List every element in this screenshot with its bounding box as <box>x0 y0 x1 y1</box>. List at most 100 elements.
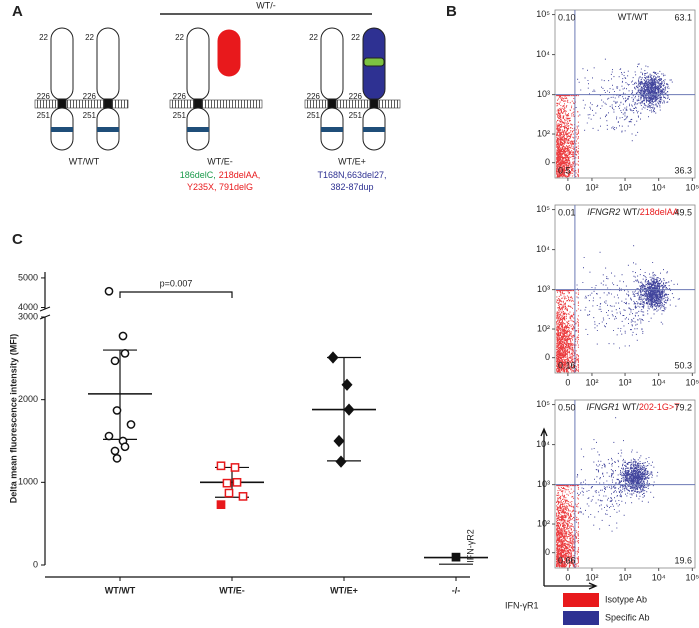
residue-label: 226 <box>37 92 51 101</box>
panel-label: C <box>12 231 23 248</box>
x-tick-label: 0 <box>565 377 570 387</box>
mutation: Y235X, 791delG <box>187 182 253 192</box>
isotype-population <box>556 485 579 568</box>
axis-arrow <box>544 582 598 590</box>
axis-arrow <box>540 427 548 586</box>
data-point <box>216 500 226 510</box>
data-point <box>120 442 130 452</box>
x-tick-label: 10² <box>585 572 598 582</box>
residue-label: 22 <box>39 33 48 42</box>
data-point <box>335 455 347 468</box>
title-part: WT/WT <box>618 12 649 22</box>
mutation-line: T168N,663del27, <box>317 170 386 180</box>
data-point <box>104 431 114 441</box>
data-point <box>216 461 226 471</box>
plot-frame <box>554 399 696 569</box>
data-point <box>343 403 355 416</box>
residue-label: 22 <box>351 33 360 42</box>
y-axis-label: Delta mean fluorescence intensity (MFI) <box>8 334 18 504</box>
panel-label: B <box>446 3 457 20</box>
specific-population <box>575 245 680 349</box>
membrane <box>304 99 401 109</box>
legend-swatch <box>563 611 599 625</box>
genotype: WT/E+ <box>338 156 366 166</box>
significance-bracket <box>119 291 233 298</box>
quadrant-percent: 36.3 <box>674 165 692 175</box>
y-tick-label: 10³ <box>537 284 550 294</box>
x-tick-label: 10⁵ <box>685 572 699 582</box>
data-point <box>118 331 128 341</box>
y-tick-label: 10⁴ <box>536 439 550 449</box>
x-tick-label: 10³ <box>619 572 632 582</box>
residue-label: 251 <box>83 111 97 120</box>
mutation: 186delC, <box>180 170 216 180</box>
x-tick-label: 10³ <box>619 377 632 387</box>
residue-label: 22 <box>175 33 184 42</box>
data-point <box>104 286 114 296</box>
mutation: 218delAA, <box>219 170 261 180</box>
diagram: WT/- 22 22 226 226 251 251 22 <box>34 0 401 192</box>
genotype: WT/WT <box>69 156 100 166</box>
x-tick-label: 0 <box>565 572 570 582</box>
mutations: 186delC, 218delAA, Y235X, 791delG T168N,663… <box>180 170 387 192</box>
residue-label: 226 <box>173 92 187 101</box>
legend-swatch <box>563 593 599 607</box>
data-point <box>341 378 353 391</box>
residue-label: 226 <box>83 92 97 101</box>
residue-label: 226 <box>307 92 321 101</box>
plot-frame <box>554 204 696 374</box>
x-tick-label: 10⁴ <box>652 182 666 192</box>
x-tick-label: 10⁴ <box>652 377 666 387</box>
data-point <box>333 434 345 448</box>
residue-label: 251 <box>37 111 51 120</box>
data-point <box>112 454 122 463</box>
data-point <box>230 463 240 472</box>
data-point <box>120 349 130 358</box>
residue-label: 251 <box>173 111 187 120</box>
receptor <box>50 27 386 151</box>
genotype: WT/E- <box>207 156 233 166</box>
quadrant-percent: 0.5 <box>558 165 571 175</box>
mutation-line: Y235X, 791delG <box>187 182 253 192</box>
quadrant-percent: 49.5 <box>674 207 692 217</box>
data-point <box>112 406 122 415</box>
x-tick-label: 10² <box>585 182 598 192</box>
residue-label: 251 <box>307 111 321 120</box>
data-point <box>110 446 120 456</box>
x-tick-label: 10⁴ <box>652 572 666 582</box>
specific-population <box>575 417 659 532</box>
y-tick-label: 0 <box>33 559 38 569</box>
y-tick-label: 0 <box>545 547 550 557</box>
data-point <box>222 478 232 488</box>
y-tick-label: 0 <box>545 157 550 167</box>
data-point <box>232 477 242 487</box>
plot-title: WT/WT <box>618 12 649 22</box>
quadrant-percent: 19.6 <box>674 555 692 565</box>
quadrant-percent: 50.3 <box>674 360 692 370</box>
data-point <box>126 420 136 429</box>
y-tick-label: 10² <box>537 128 550 138</box>
x-tick-label: 10⁵ <box>685 377 699 387</box>
data-point <box>110 356 120 366</box>
residue-label: 251 <box>349 111 363 120</box>
y-tick-label: 3000 <box>18 311 38 321</box>
y-tick-label: 10⁵ <box>536 399 550 409</box>
legend-label: Isotype Ab <box>605 594 647 604</box>
title-part: IFNGR1 <box>586 402 619 412</box>
y-tick-label: 5000 <box>18 272 38 282</box>
title-part: 218delAA <box>640 207 679 217</box>
plot-title: IFNGR1 WT/202-1G>T <box>586 402 680 412</box>
x-tick-label: WT/E- <box>219 585 245 595</box>
title-part: WT/ <box>623 207 640 217</box>
y-tick-label: 4000 <box>18 302 38 312</box>
x-tick-label: WT/WT <box>105 585 136 595</box>
data-point <box>327 351 339 364</box>
mutation-line: 382-87dup <box>330 182 373 192</box>
plot-title: IFNGR2 WT/218delAA <box>587 207 679 217</box>
quadrant-percent: 63.1 <box>674 12 692 22</box>
y-tick-label: 10⁵ <box>536 204 550 214</box>
x-tick-label: 0 <box>565 182 570 192</box>
residue-label: 22 <box>309 33 318 42</box>
residue-label: 22 <box>85 33 94 42</box>
y-tick-label: 2000 <box>18 394 38 404</box>
